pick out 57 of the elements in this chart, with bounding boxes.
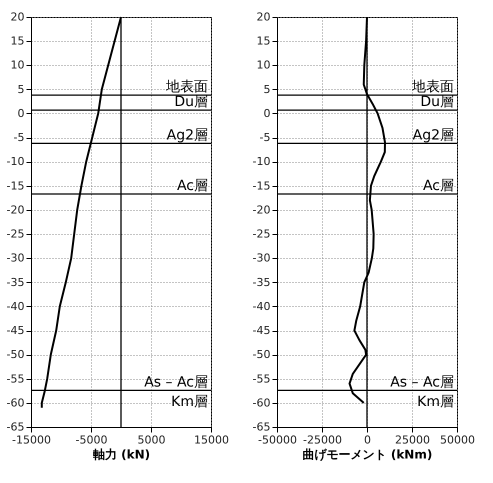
x-tick-label: -15000 [12,434,51,446]
y-tick-label: 20 [10,10,24,24]
y-tick-label: -45 [6,324,24,338]
y-tick-label: -40 [6,300,24,313]
ref-line-label: Ac層 [422,178,454,194]
y-tick-label: -10 [6,155,24,168]
y-tick-label: 5 [264,82,270,96]
ref-line-label: 地表面 [411,79,454,96]
y-tick-label: -40 [252,300,270,313]
ref-line-label: As – Ac層 [390,374,454,390]
y-tick-label: 10 [10,58,24,72]
x-tick-label: -25000 [303,434,342,446]
y-tick-label: -35 [6,276,24,289]
x-tick-label: 50000 [440,434,475,446]
annotation: Km層 [417,394,454,410]
y-tick-label: 5 [18,82,24,96]
x-tick-label: 5000 [138,434,166,446]
ref-line-label: 地表面 [165,79,208,96]
ref-line-label: Ac層 [176,178,208,194]
y-tick-label: -30 [6,252,24,265]
y-tick-label: -55 [6,372,24,386]
annotation: Km層 [171,394,208,410]
y-tick-label: 20 [256,10,270,24]
y-tick-label: 15 [10,34,24,48]
y-tick-label: -50 [6,348,24,362]
y-tick-label: -55 [252,372,270,386]
ref-line-label: Ag2層 [412,127,454,144]
x-tick-label: 0 [364,434,371,446]
y-tick-label: -25 [6,228,24,241]
y-tick-label: 0 [18,106,24,120]
y-tick-label: -15 [252,179,270,192]
y-tick-label: -20 [252,203,270,216]
x-tick-label: 15000 [194,434,229,446]
y-tick-label: -45 [252,324,270,338]
y-tick-label: -10 [252,155,270,168]
y-tick-label: -50 [252,348,270,362]
y-tick-label: 0 [264,106,270,120]
y-tick-label: -30 [252,252,270,265]
x-axis-title: 曲げモーメント (kNm) [302,448,432,462]
ref-line-label: Ag2層 [166,127,208,144]
y-tick-label: -5 [14,131,24,144]
y-tick-label: -60 [252,396,270,410]
y-tick-label: -5 [260,131,270,144]
ref-line-label: As – Ac層 [144,374,208,390]
x-tick-label: -5000 [76,434,108,446]
y-tick-label: -25 [252,228,270,241]
x-tick-label: 25000 [395,434,430,446]
y-tick-label: 10 [256,58,270,72]
x-axis-title: 軸力 (kN) [92,448,150,462]
y-tick-label: -35 [252,276,270,289]
x-tick-label: -50000 [258,434,297,446]
y-tick-label: -20 [6,203,24,216]
y-tick-label: 15 [256,34,270,48]
y-tick-label: -65 [6,420,24,434]
y-tick-label: -60 [6,396,24,410]
y-tick-label: -15 [6,179,24,192]
y-tick-label: -65 [252,420,270,434]
